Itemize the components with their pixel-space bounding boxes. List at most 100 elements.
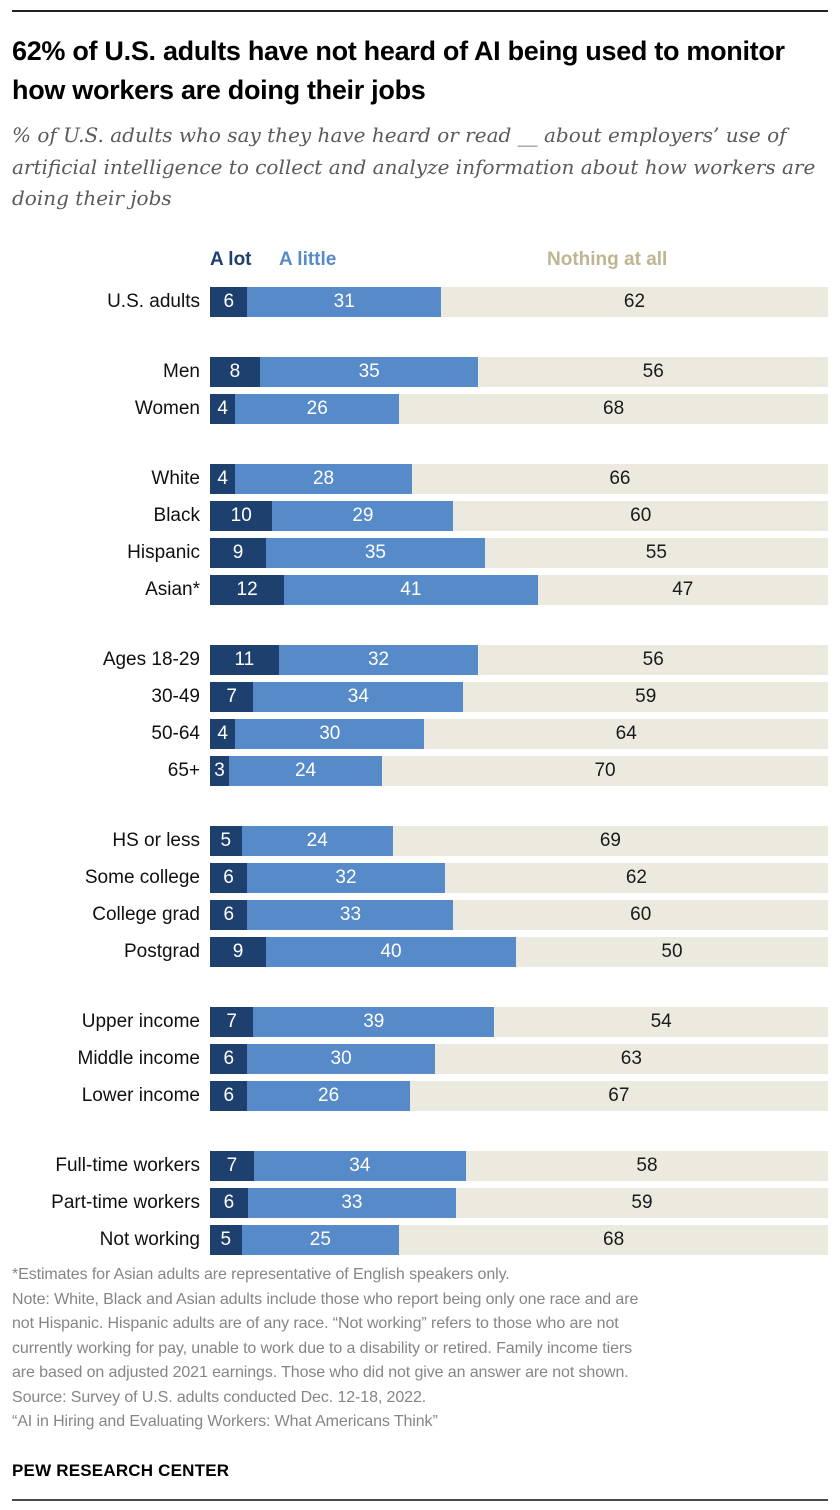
segment-a-lot: 12 bbox=[210, 575, 285, 606]
footnotes: *Estimates for Asian adults are represen… bbox=[12, 1263, 828, 1435]
segment-a-lot: 4 bbox=[210, 719, 236, 750]
segment-a-little: 40 bbox=[266, 937, 516, 968]
segment-a-lot: 5 bbox=[210, 826, 242, 857]
bottom-divider bbox=[12, 1499, 828, 1501]
chart-legend: A lot A little Nothing at all bbox=[210, 249, 828, 273]
row-label: Women bbox=[134, 398, 200, 420]
segment-nothing-at-all: 59 bbox=[463, 682, 829, 713]
segment-a-lot: 6 bbox=[210, 1044, 248, 1075]
stacked-bar: 11 32 56 bbox=[210, 645, 828, 676]
segment-a-lot: 9 bbox=[210, 937, 267, 968]
segment-a-little: 30 bbox=[247, 1044, 435, 1075]
segment-a-little: 31 bbox=[247, 287, 441, 318]
bar-row: Men 8 35 56 bbox=[12, 357, 828, 388]
segment-a-lot: 9 bbox=[210, 538, 267, 569]
row-label: Not working bbox=[99, 1229, 200, 1251]
segment-a-little: 30 bbox=[235, 719, 425, 750]
bar-group: Upper income 7 39 54 Middle income 6 30 63 Lower… bbox=[12, 1007, 828, 1112]
row-label: Ages 18-29 bbox=[102, 649, 200, 671]
stacked-bar: 9 40 50 bbox=[210, 937, 829, 968]
segment-a-lot: 6 bbox=[210, 287, 248, 318]
stacked-bar: 9 35 55 bbox=[210, 538, 828, 569]
stacked-bar: 7 39 54 bbox=[210, 1007, 828, 1038]
footnote-note-line: are based on adjusted 2021 earnings. Tho… bbox=[12, 1364, 629, 1382]
bar-row: U.S. adults 6 31 62 bbox=[12, 287, 828, 318]
segment-nothing-at-all: 47 bbox=[537, 575, 828, 606]
stacked-bar: 4 26 68 bbox=[210, 394, 828, 425]
row-label: College grad bbox=[92, 904, 200, 926]
segment-a-lot: 3 bbox=[210, 756, 230, 787]
segment-a-little: 33 bbox=[247, 900, 454, 931]
segment-nothing-at-all: 69 bbox=[392, 826, 828, 857]
bar-row: Middle income 6 30 63 bbox=[12, 1044, 828, 1075]
chart-rows: U.S. adults 6 31 62 Men 8 35 56 Women 4 26 68 White 4… bbox=[12, 287, 829, 1256]
segment-a-little: 34 bbox=[253, 682, 464, 713]
stacked-bar: 6 26 67 bbox=[210, 1081, 828, 1112]
segment-a-lot: 7 bbox=[210, 682, 254, 713]
row-label: Some college bbox=[84, 867, 200, 889]
row-label: 50-64 bbox=[151, 723, 200, 745]
stacked-bar: 6 31 62 bbox=[210, 287, 828, 318]
stacked-bar: 8 35 56 bbox=[210, 357, 828, 388]
segment-a-lot: 7 bbox=[210, 1007, 254, 1038]
bar-row: Women 4 26 68 bbox=[12, 394, 828, 425]
stacked-bar: 7 34 59 bbox=[210, 682, 829, 713]
row-label: Men bbox=[163, 361, 200, 383]
top-divider bbox=[12, 10, 828, 12]
segment-a-lot: 5 bbox=[210, 1225, 242, 1256]
stacked-bar: 12 41 47 bbox=[210, 575, 828, 606]
row-label: HS or less bbox=[112, 830, 200, 852]
stacked-bar: 6 30 63 bbox=[210, 1044, 828, 1075]
row-label: Full-time workers bbox=[55, 1155, 200, 1177]
segment-nothing-at-all: 64 bbox=[424, 719, 828, 750]
segment-a-little: 33 bbox=[247, 1188, 456, 1219]
segment-nothing-at-all: 63 bbox=[434, 1044, 828, 1075]
footnote-note-line: Note: White, Black and Asian adults incl… bbox=[12, 1290, 639, 1308]
segment-a-little: 24 bbox=[241, 826, 393, 857]
segment-a-lot: 6 bbox=[210, 863, 248, 894]
bar-row: Full-time workers 7 34 58 bbox=[12, 1151, 829, 1182]
brand-wordmark: PEW RESEARCH CENTER bbox=[12, 1460, 230, 1480]
segment-a-lot: 6 bbox=[210, 1081, 248, 1112]
bar-group: U.S. adults 6 31 62 bbox=[12, 287, 828, 318]
legend-nothing-at-all-label: Nothing at all bbox=[547, 249, 668, 271]
row-label: 30-49 bbox=[151, 686, 200, 708]
segment-nothing-at-all: 67 bbox=[409, 1081, 828, 1112]
segment-nothing-at-all: 60 bbox=[453, 900, 828, 931]
bar-group: Ages 18-29 11 32 56 30-49 7 34 59 50-64 4 30 64 65+ 3… bbox=[12, 645, 829, 787]
bar-row: Lower income 6 26 67 bbox=[12, 1081, 828, 1112]
bar-row: Ages 18-29 11 32 56 bbox=[12, 645, 828, 676]
row-label: Upper income bbox=[81, 1011, 200, 1033]
bar-group: White 4 28 66 Black 10 29 60 Hispanic 9 35 55 Asian*… bbox=[12, 464, 828, 606]
bar-row: Upper income 7 39 54 bbox=[12, 1007, 828, 1038]
segment-a-little: 39 bbox=[253, 1007, 495, 1038]
segment-a-little: 29 bbox=[272, 501, 454, 532]
segment-nothing-at-all: 70 bbox=[382, 756, 828, 787]
bar-row: 65+ 3 24 70 bbox=[12, 756, 828, 787]
page-subtitle: % of U.S. adults who say they have heard… bbox=[12, 123, 816, 211]
stacked-bar: 7 34 58 bbox=[210, 1151, 829, 1182]
stacked-bar: 5 25 68 bbox=[210, 1225, 828, 1256]
legend-a-little-label: A little bbox=[279, 249, 337, 271]
row-label: Part-time workers bbox=[51, 1192, 200, 1214]
page-title: 62% of U.S. adults have not heard of AI … bbox=[12, 36, 785, 106]
segment-nothing-at-all: 59 bbox=[455, 1188, 829, 1219]
segment-nothing-at-all: 56 bbox=[478, 357, 828, 388]
bar-group: Men 8 35 56 Women 4 26 68 bbox=[12, 357, 828, 425]
segment-a-little: 26 bbox=[235, 394, 400, 425]
segment-a-little: 35 bbox=[266, 538, 485, 569]
row-label: U.S. adults bbox=[107, 291, 200, 313]
footnote-asterisk: *Estimates for Asian adults are represen… bbox=[12, 1266, 510, 1284]
row-label: Middle income bbox=[77, 1048, 201, 1070]
segment-a-little: 41 bbox=[284, 575, 538, 606]
segment-a-lot: 6 bbox=[210, 1188, 248, 1219]
segment-nothing-at-all: 68 bbox=[399, 394, 828, 425]
row-label: White bbox=[151, 468, 200, 490]
stacked-bar-chart: U.S. adults 6 31 62 Men 8 35 56 Women 4 26 68 White 4… bbox=[12, 287, 829, 1256]
bar-row: 30-49 7 34 59 bbox=[12, 682, 829, 713]
stacked-bar: 3 24 70 bbox=[210, 756, 828, 787]
segment-a-little: 25 bbox=[241, 1225, 400, 1256]
segment-a-little: 32 bbox=[247, 863, 445, 894]
footnote-report-title: “AI in Hiring and Evaluating Workers: Wh… bbox=[12, 1413, 438, 1431]
row-label: Black bbox=[153, 505, 200, 527]
